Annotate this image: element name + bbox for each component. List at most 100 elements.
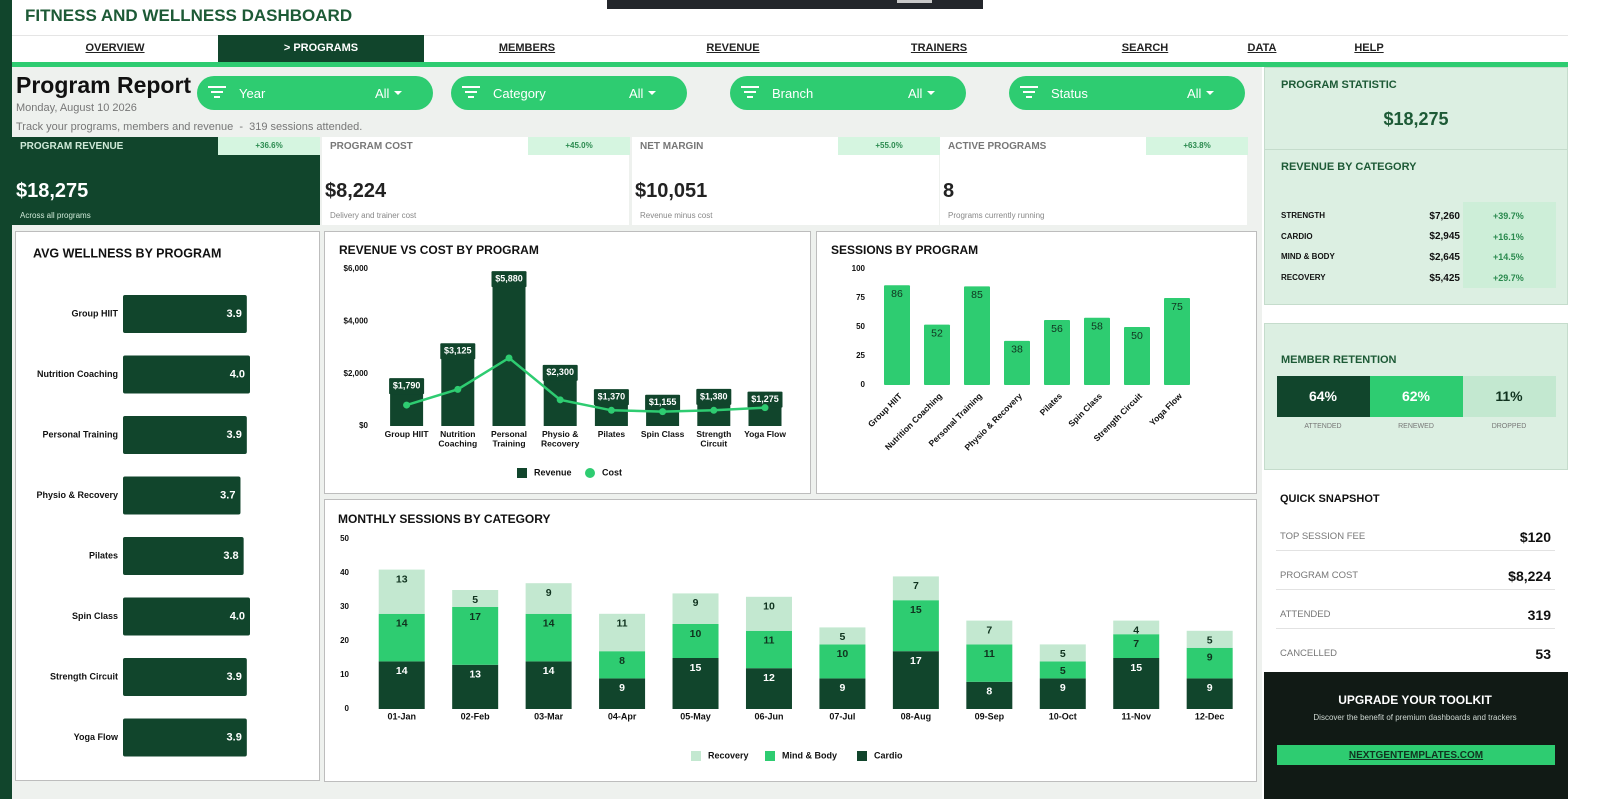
nav-link[interactable]: OVERVIEW bbox=[85, 42, 145, 54]
bar-segment bbox=[745, 630, 792, 669]
kpi-change: +36.6% bbox=[255, 141, 283, 150]
nav-link[interactable]: DATA bbox=[1247, 42, 1277, 54]
y-tick-label: $2,000 bbox=[344, 369, 369, 378]
category-label: Yoga Flow bbox=[74, 732, 119, 742]
nav-link[interactable]: > PROGRAMS bbox=[283, 42, 359, 54]
snapshot-label: CANCELLED bbox=[1280, 648, 1338, 659]
chart: REVENUE VS COST BY PROGRAM $0 $2,000 $4,000… bbox=[339, 243, 786, 478]
value-label: 10 bbox=[837, 648, 849, 660]
filter-label: Branch bbox=[772, 85, 814, 101]
filter-pill[interactable]: Status All bbox=[1009, 76, 1245, 110]
nav-tab: HELP bbox=[1319, 35, 1419, 62]
filter-icon bbox=[741, 86, 759, 98]
line-point bbox=[556, 396, 564, 404]
bar-segment bbox=[966, 681, 1013, 709]
legend-swatch bbox=[691, 751, 701, 761]
kpi-change: +63.8% bbox=[1183, 141, 1211, 150]
retention-panel: MEMBER RETENTION 64% ATTENDED 62% RENEWED 11%… bbox=[1264, 323, 1568, 470]
row-divider bbox=[1276, 589, 1555, 590]
category-name: RECOVERY bbox=[1281, 273, 1326, 283]
bar-segment bbox=[1186, 678, 1233, 709]
value-label: $1,155 bbox=[649, 397, 677, 407]
filter-icon bbox=[208, 86, 226, 98]
filter-caret bbox=[1206, 91, 1214, 95]
value-label: 4.0 bbox=[230, 610, 245, 622]
filter-icon-line bbox=[468, 96, 474, 98]
y-tick-label: 20 bbox=[340, 636, 349, 645]
category-change: +14.5% bbox=[1493, 252, 1524, 263]
filter-pill[interactable]: Category All bbox=[451, 76, 687, 110]
filter-pill[interactable]: Year All bbox=[197, 76, 433, 110]
bar-segment bbox=[966, 620, 1013, 645]
kpi-value: $18,275 bbox=[16, 180, 89, 202]
bar bbox=[123, 476, 241, 515]
chart-title: AVG WELLNESS BY PROGRAM bbox=[33, 246, 221, 260]
filter-icon-line bbox=[462, 86, 480, 88]
value-label: 3.9 bbox=[227, 731, 242, 743]
kpi-change-badge: +63.8% bbox=[1146, 137, 1248, 155]
bar-segment bbox=[1113, 658, 1160, 709]
value-label: 4.0 bbox=[230, 368, 245, 380]
value-label: 11 bbox=[617, 618, 628, 630]
y-tick-label: $0 bbox=[359, 421, 368, 430]
retention-block: 11% bbox=[1463, 376, 1556, 417]
filter-value: All bbox=[1187, 85, 1202, 101]
nav-accent-line bbox=[12, 62, 1568, 67]
line-point bbox=[761, 404, 769, 412]
category-name: STRENGTH bbox=[1281, 211, 1325, 220]
filter-value: All bbox=[375, 85, 390, 101]
bar-segment bbox=[599, 678, 646, 709]
value-label: 14 bbox=[543, 665, 555, 677]
value-label: 3.7 bbox=[220, 489, 235, 501]
promo-link[interactable]: NEXTGENTEMPLATES.COM bbox=[1348, 749, 1484, 761]
kpi-value: $10,051 bbox=[635, 180, 708, 202]
kpi-note: Programs currently running bbox=[948, 211, 1045, 220]
bar-segment bbox=[892, 576, 939, 601]
y-tick-label: 30 bbox=[340, 602, 349, 611]
kpi-note: Delivery and trainer cost bbox=[330, 211, 417, 220]
bar-segment bbox=[599, 651, 646, 679]
value-label: 11 bbox=[763, 635, 774, 647]
bar-segment bbox=[672, 624, 719, 658]
retention-value: 64% bbox=[1308, 388, 1338, 404]
category-label: Personal Training bbox=[42, 429, 118, 439]
bar bbox=[123, 416, 247, 454]
category-label: Strength Circuit bbox=[50, 671, 118, 681]
bar bbox=[492, 272, 526, 426]
value-label-box bbox=[440, 343, 476, 360]
retention-label: DROPPED bbox=[1491, 422, 1527, 430]
nav-link[interactable]: MEMBERS bbox=[498, 42, 556, 54]
nav-link[interactable]: REVENUE bbox=[706, 42, 760, 54]
filter-value: All bbox=[629, 85, 644, 101]
y-tick-label: 75 bbox=[856, 293, 865, 302]
nav-tab: DATA bbox=[1212, 35, 1312, 62]
line-point bbox=[607, 406, 615, 414]
value-label: 50 bbox=[1131, 330, 1143, 342]
value-label-box bbox=[542, 364, 578, 381]
promo-button: NEXTGENTEMPLATES.COM bbox=[1277, 745, 1555, 765]
nav-link[interactable]: SEARCH bbox=[1121, 42, 1169, 54]
bar-segment bbox=[1039, 661, 1086, 679]
value-label: 5 bbox=[472, 594, 478, 606]
nav-link[interactable]: HELP bbox=[1354, 42, 1384, 54]
line-point bbox=[454, 385, 462, 393]
value-label: 85 bbox=[971, 289, 983, 301]
x-tick-label: 04-Apr bbox=[608, 711, 637, 721]
value-label: 15 bbox=[910, 604, 922, 616]
legend-label: Recovery bbox=[708, 750, 749, 760]
value-label: 17 bbox=[469, 611, 481, 623]
value-label: 8 bbox=[986, 686, 992, 698]
filter-pill[interactable]: Branch All bbox=[730, 76, 966, 110]
value-label-box bbox=[491, 271, 527, 288]
value-label: $1,790 bbox=[393, 381, 421, 391]
nav-link[interactable]: TRAINERS bbox=[910, 42, 968, 54]
filter-icon bbox=[462, 86, 480, 98]
value-label: 5 bbox=[1207, 635, 1213, 647]
kpi-note: Revenue minus cost bbox=[640, 211, 713, 220]
snapshot-label: ATTENDED bbox=[1280, 609, 1331, 620]
bar-segment bbox=[1113, 634, 1160, 658]
panel-title: PROGRAM STATISTIC bbox=[1281, 79, 1397, 91]
filter-caret bbox=[648, 91, 656, 95]
kpi-title: PROGRAM COST bbox=[330, 140, 413, 152]
category-label: Pilates bbox=[89, 550, 118, 560]
